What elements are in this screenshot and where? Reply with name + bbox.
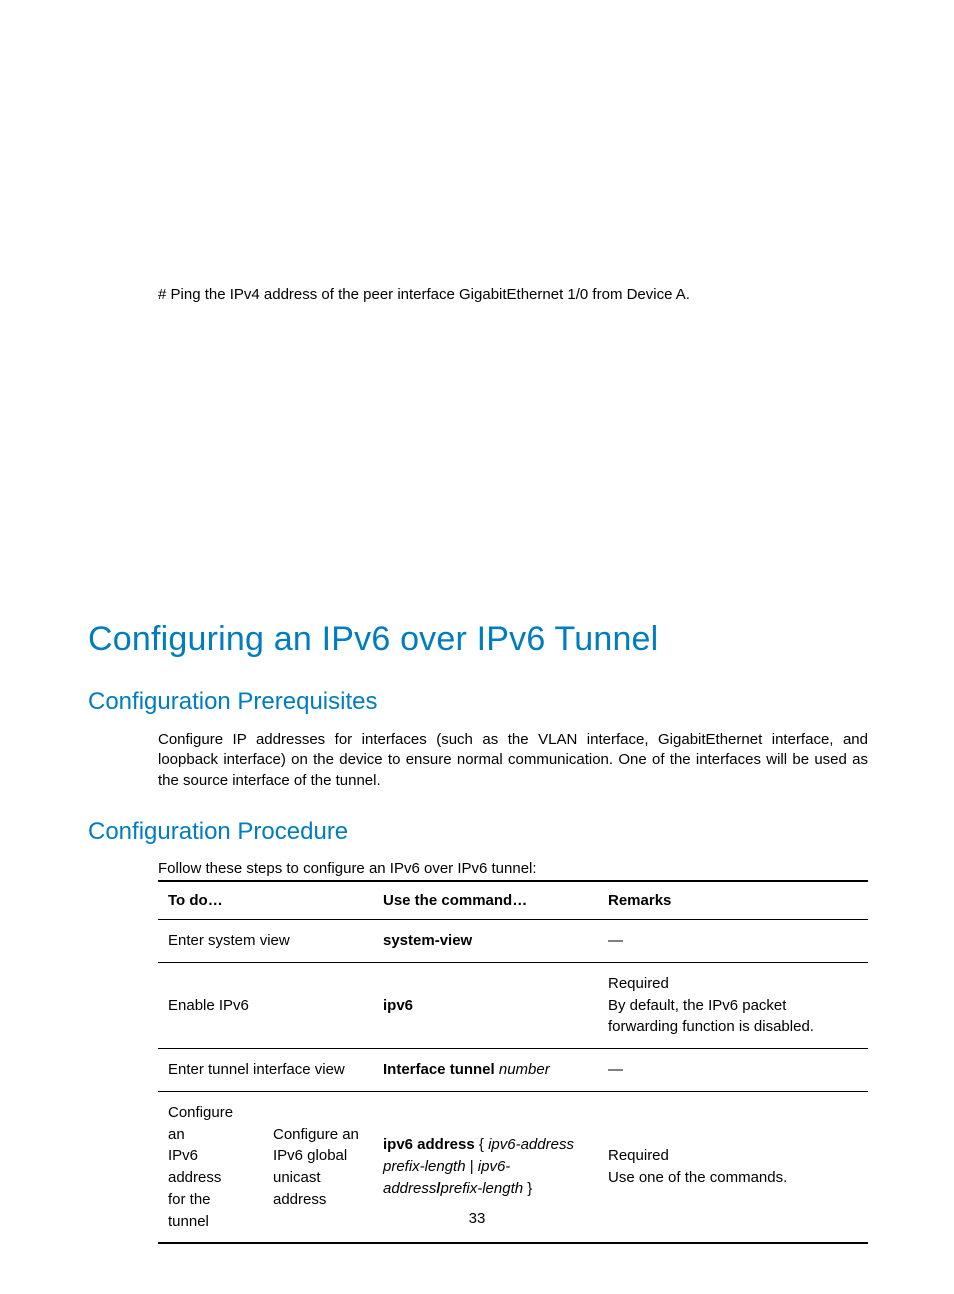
remarks-line: Use one of the commands. bbox=[608, 1167, 858, 1189]
remarks-line: — bbox=[608, 932, 623, 949]
command-bold: Interface tunnel bbox=[383, 1061, 495, 1078]
ping-instruction-text: # Ping the IPv4 address of the peer inte… bbox=[158, 286, 690, 303]
command-bold: system-view bbox=[383, 932, 472, 949]
cell-todo: Enter system view bbox=[158, 920, 373, 963]
command-text: { bbox=[475, 1136, 488, 1153]
remarks-line: — bbox=[608, 1061, 623, 1078]
page-title: Configuring an IPv6 over IPv6 Tunnel bbox=[88, 620, 658, 659]
table-row: Enter system view system-view — bbox=[158, 920, 868, 963]
todo-line: IPv6 global bbox=[273, 1145, 363, 1167]
command-bold: ipv6 bbox=[383, 997, 413, 1014]
command-bold: ipv6 address bbox=[383, 1136, 475, 1153]
cell-todo: Enter tunnel interface view bbox=[158, 1049, 373, 1092]
remarks-line: By default, the IPv6 packet forwarding f… bbox=[608, 995, 858, 1039]
cell-remarks: — bbox=[598, 1049, 868, 1092]
section-heading-prerequisites: Configuration Prerequisites bbox=[88, 688, 378, 716]
document-page: # Ping the IPv4 address of the peer inte… bbox=[0, 0, 954, 1294]
command-text: } bbox=[523, 1180, 532, 1197]
todo-line: Configure an bbox=[273, 1124, 363, 1146]
remarks-line: Required bbox=[608, 1145, 858, 1167]
cell-command: ipv6 bbox=[373, 962, 598, 1048]
col-header-command: Use the command… bbox=[373, 881, 598, 920]
procedure-intro-text: Follow these steps to configure an IPv6 … bbox=[158, 860, 537, 877]
todo-line: IPv6 address bbox=[168, 1145, 253, 1189]
command-text: | bbox=[466, 1158, 478, 1175]
cell-todo: Enable IPv6 bbox=[158, 962, 373, 1048]
todo-line: unicast address bbox=[273, 1167, 363, 1211]
section-heading-procedure: Configuration Procedure bbox=[88, 818, 348, 846]
page-number: 33 bbox=[0, 1210, 954, 1227]
table-row: Enable IPv6 ipv6 Required By default, th… bbox=[158, 962, 868, 1048]
command-italic: number bbox=[495, 1061, 550, 1078]
cell-command: Interface tunnel number bbox=[373, 1049, 598, 1092]
todo-line: Configure an bbox=[168, 1102, 253, 1146]
prerequisites-paragraph: Configure IP addresses for interfaces (s… bbox=[158, 730, 868, 791]
col-header-remarks: Remarks bbox=[598, 881, 868, 920]
table-row: Enter tunnel interface view Interface tu… bbox=[158, 1049, 868, 1092]
table-header-row: To do… Use the command… Remarks bbox=[158, 881, 868, 920]
cell-remarks: Required By default, the IPv6 packet for… bbox=[598, 962, 868, 1048]
remarks-line: Required bbox=[608, 973, 858, 995]
col-header-todo: To do… bbox=[158, 881, 373, 920]
command-italic: prefix-length bbox=[441, 1180, 524, 1197]
cell-remarks: — bbox=[598, 920, 868, 963]
cell-command: system-view bbox=[373, 920, 598, 963]
configuration-table: To do… Use the command… Remarks Enter sy… bbox=[158, 880, 868, 1244]
